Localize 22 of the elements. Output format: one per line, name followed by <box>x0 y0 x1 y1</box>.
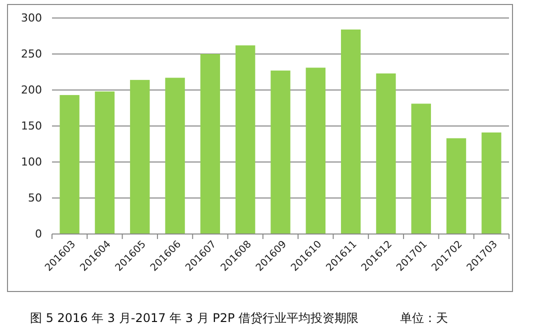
y-tick-label: 300 <box>21 12 42 25</box>
caption: 图 5 2016 年 3 月-2017 年 3 月 P2P 借贷行业平均投资期限 <box>30 311 359 325</box>
bar <box>130 80 150 234</box>
bar <box>411 104 431 234</box>
bar <box>306 68 326 234</box>
y-tick-label: 150 <box>21 120 42 133</box>
bar <box>446 138 466 234</box>
y-tick-label: 100 <box>21 156 42 169</box>
y-tick-label: 200 <box>21 84 42 97</box>
y-tick-label: 250 <box>21 48 42 61</box>
bar <box>165 78 185 234</box>
y-tick-label: 50 <box>28 192 42 205</box>
bar <box>200 54 220 234</box>
bar <box>236 45 256 234</box>
bar <box>60 95 80 234</box>
bar <box>94 91 115 234</box>
bar <box>340 30 361 234</box>
bar <box>270 70 290 234</box>
y-tick-label: 0 <box>35 228 42 241</box>
text: 单位：天 <box>400 311 448 325</box>
bar <box>376 73 396 234</box>
bar <box>482 132 502 234</box>
